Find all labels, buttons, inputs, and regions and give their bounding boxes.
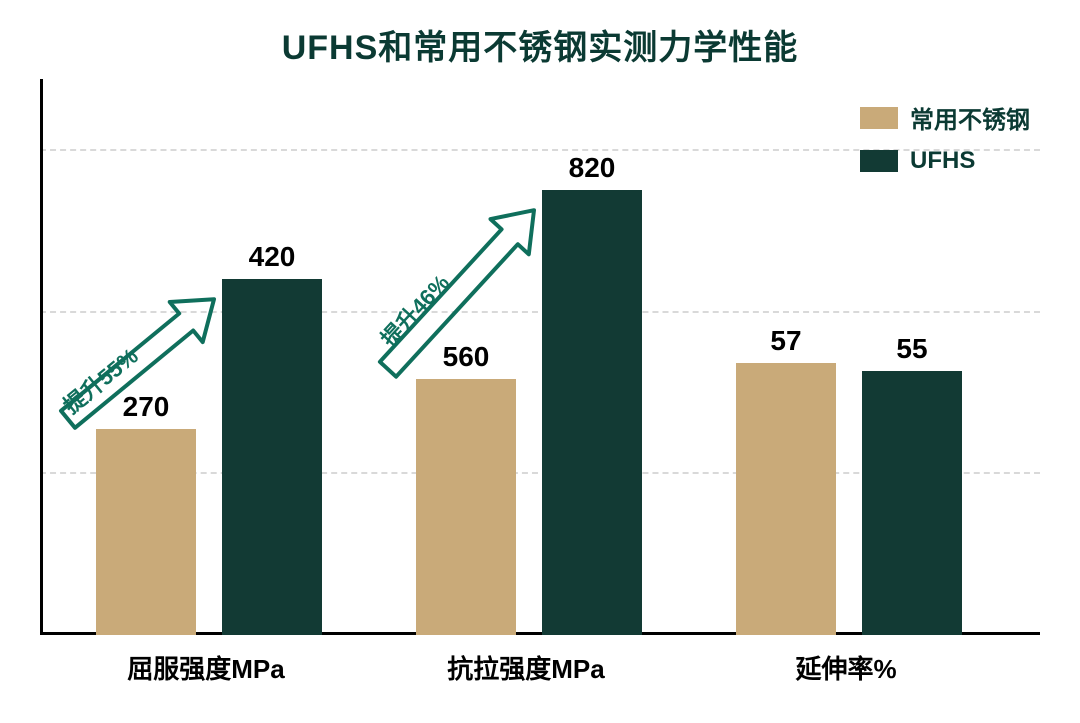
legend: 常用不锈钢 UFHS (860, 100, 1030, 187)
legend-item: 常用不锈钢 (860, 100, 1030, 135)
category-label: 抗拉强度MPa (396, 649, 656, 686)
legend-label: UFHS (910, 147, 975, 175)
legend-label: 常用不锈钢 (910, 100, 1030, 135)
chart-title: UFHS和常用不锈钢实测力学性能 (40, 20, 1040, 69)
category-label: 延伸率% (716, 649, 976, 686)
legend-swatch (860, 150, 898, 172)
bar (736, 363, 836, 635)
bar-value-label: 57 (736, 325, 836, 357)
bar-chart: UFHS和常用不锈钢实测力学性能 270420屈服强度MPa提升55%56082… (40, 20, 1040, 700)
bar (862, 371, 962, 635)
legend-swatch (860, 107, 898, 129)
category-label: 屈服强度MPa (76, 649, 336, 686)
legend-item: UFHS (860, 147, 1030, 175)
bar-value-label: 55 (862, 333, 962, 365)
